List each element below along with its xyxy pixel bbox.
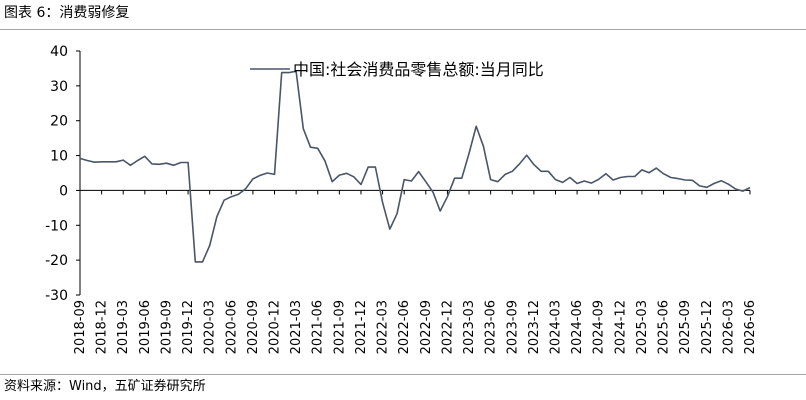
x-tick-label: 2019-12 <box>181 300 196 354</box>
x-tick-label: 2023-03 <box>462 300 477 354</box>
x-tick-label: 2019-09 <box>159 300 174 354</box>
x-tick-label: 2024-09 <box>592 300 607 354</box>
y-tick-label: 20 <box>50 114 68 130</box>
x-tick-label: 2023-12 <box>527 300 542 354</box>
y-tick-label: 10 <box>50 149 68 165</box>
x-tick-label: 2020-12 <box>268 300 283 354</box>
x-tick-label: 2022-03 <box>376 300 391 354</box>
x-tick-label: 2019-03 <box>116 300 131 354</box>
bottom-divider <box>0 374 806 375</box>
x-tick-label: 2021-06 <box>311 300 326 354</box>
x-tick-label: 2020-09 <box>246 300 261 354</box>
legend: 中国:社会消费品零售总额:当月同比 <box>250 60 544 79</box>
y-axis-ticks: 40 30 20 10 0 -10 -20 -30 <box>45 44 80 304</box>
y-tick-label: -30 <box>45 288 68 304</box>
x-tick-label: 2020-03 <box>203 300 218 354</box>
x-tick-label: 2026-03 <box>721 300 736 354</box>
x-tick-label: 2026-06 <box>743 300 758 354</box>
x-tick-label: 2018-09 <box>73 300 88 354</box>
y-tick-label: 40 <box>50 44 68 60</box>
x-tick-label: 2020-06 <box>224 300 239 354</box>
x-tick-label: 2022-06 <box>397 300 412 354</box>
x-tick-label: 2023-06 <box>484 300 499 354</box>
x-tick-label: 2022-09 <box>419 300 434 354</box>
x-tick-label: 2021-09 <box>332 300 347 354</box>
x-axis-ticks: 2018-09 2018-12 2019-03 2019-06 2019-09 2019-… <box>73 190 758 354</box>
top-divider <box>0 29 806 30</box>
series-line <box>79 70 751 263</box>
x-tick-label: 2023-09 <box>505 300 520 354</box>
x-tick-label: 2024-12 <box>613 300 628 354</box>
figure-title: 图表 6：消费弱修复 <box>4 5 130 21</box>
x-tick-label: 2025-03 <box>635 300 650 354</box>
legend-label: 中国:社会消费品零售总额:当月同比 <box>293 60 544 79</box>
x-tick-label: 2022-12 <box>440 300 455 354</box>
chart-axes <box>79 51 750 295</box>
x-tick-label: 2025-12 <box>700 300 715 354</box>
y-tick-label: -10 <box>45 218 68 234</box>
y-tick-label: 0 <box>59 183 68 199</box>
y-tick-label: 30 <box>50 79 68 95</box>
x-tick-label: 2025-06 <box>657 300 672 354</box>
x-tick-label: 2018-12 <box>95 300 110 354</box>
x-tick-label: 2021-03 <box>289 300 304 354</box>
y-tick-label: -20 <box>45 253 68 269</box>
x-tick-label: 2025-09 <box>678 300 693 354</box>
source-note: 资料来源：Wind，五矿证券研究所 <box>4 379 206 394</box>
line-chart: 40 30 20 10 0 -10 -20 -30 2018-09 2018-12 2019-03… <box>45 44 758 354</box>
x-tick-label: 2019-06 <box>138 300 153 354</box>
x-tick-label: 2024-06 <box>570 300 585 354</box>
series-layer <box>79 70 751 263</box>
x-tick-label: 2021-12 <box>354 300 369 354</box>
x-tick-label: 2024-03 <box>548 300 563 354</box>
